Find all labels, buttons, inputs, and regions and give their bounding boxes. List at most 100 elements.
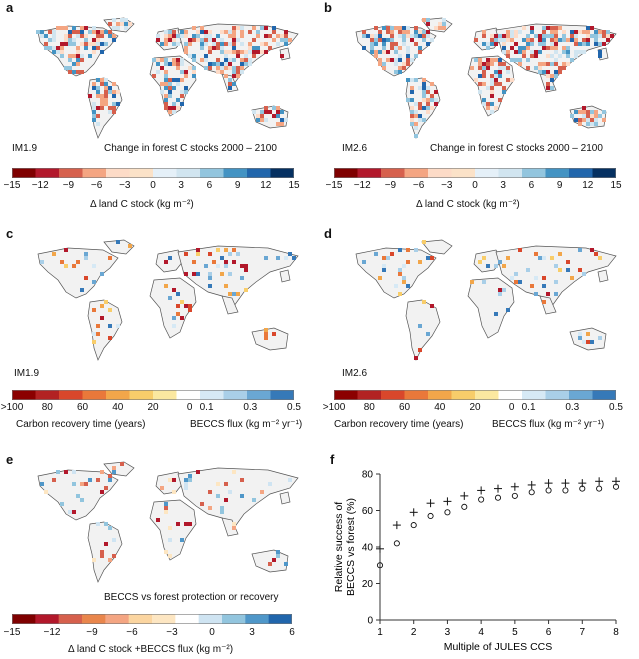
data-point-plus (409, 508, 418, 517)
grid-cell (550, 42, 554, 46)
grid-cell (594, 118, 598, 122)
y-tick-label: 40 (362, 543, 374, 554)
grid-cell (590, 248, 594, 252)
grid-cell (184, 478, 188, 482)
grid-cell (264, 106, 268, 110)
grid-cell (92, 30, 96, 34)
grid-cell (574, 110, 578, 114)
grid-cell (554, 50, 558, 54)
grid-cell (52, 34, 56, 38)
grid-cell (188, 42, 192, 46)
grid-cell (188, 308, 192, 312)
colorbar-segment (152, 614, 176, 624)
grid-cell (276, 106, 280, 110)
world-map (36, 17, 299, 139)
grid-cell (370, 50, 374, 54)
colorbar-segment (223, 168, 248, 178)
grid-cell (240, 478, 244, 482)
grid-cell (100, 98, 104, 102)
grid-cell (164, 510, 168, 514)
grid-cell (426, 332, 430, 336)
grid-cell (406, 46, 410, 50)
panel-a-title: Change in forest C stocks 2000 – 2100 (104, 143, 277, 154)
grid-cell (534, 252, 538, 256)
grid-cell (180, 58, 184, 62)
grid-cell (526, 34, 530, 38)
grid-cell (490, 74, 494, 78)
grid-cell (224, 248, 228, 252)
grid-cell (252, 54, 256, 58)
grid-cell (220, 272, 224, 276)
grid-cell (414, 42, 418, 46)
grid-cell (422, 300, 426, 304)
grid-cell (224, 264, 228, 268)
grid-cell (550, 74, 554, 78)
grid-cell (92, 114, 96, 118)
grid-cell (172, 86, 176, 90)
grid-cell (382, 256, 386, 260)
colorbar-segment (59, 390, 83, 400)
grid-cell (602, 34, 606, 38)
grid-cell (56, 470, 60, 474)
grid-cell (486, 62, 490, 66)
grid-cell (482, 30, 486, 34)
grid-cell (542, 300, 546, 304)
grid-cell (224, 260, 228, 264)
grid-cell (486, 86, 490, 90)
grid-cell (498, 58, 502, 62)
panel-b-colorbar-ticks: −15 −12 −9 −6 −3 0 3 6 9 12 15 (326, 180, 622, 192)
grid-cell (586, 42, 590, 46)
grid-cell (426, 110, 430, 114)
grid-cell (510, 58, 514, 62)
colorbar-segment (428, 390, 452, 400)
grid-cell (574, 34, 578, 38)
grid-cell (542, 70, 546, 74)
grid-cell (550, 54, 554, 58)
grid-cell (80, 42, 84, 46)
grid-cell (204, 54, 208, 58)
grid-cell (108, 256, 112, 260)
grid-cell (120, 462, 124, 466)
grid-cell (430, 256, 434, 260)
grid-cell (172, 34, 176, 38)
grid-cell (506, 50, 510, 54)
grid-cell (502, 34, 506, 38)
grid-cell (418, 30, 422, 34)
grid-cell (514, 58, 518, 62)
grid-cell (128, 22, 132, 26)
grid-cell (494, 70, 498, 74)
grid-cell (228, 252, 232, 256)
grid-cell (570, 30, 574, 34)
grid-cell (272, 30, 276, 34)
panel-d-map (326, 236, 626, 386)
colorbar-tick-label: 0 (472, 180, 478, 191)
grid-cell (550, 26, 554, 30)
colorbar-segment (451, 168, 476, 178)
grid-cell (438, 22, 442, 26)
grid-cell (374, 54, 378, 58)
colorbar-segment (129, 390, 154, 400)
colorbar-tick-label: −15 (3, 180, 21, 191)
grid-cell (228, 58, 232, 62)
colorbar-tick-label: −6 (90, 180, 103, 191)
grid-cell (172, 78, 176, 82)
colorbar-tick-label: 80 (41, 402, 53, 413)
grid-cell (594, 110, 598, 114)
grid-cell (228, 272, 232, 276)
grid-cell (156, 58, 160, 62)
grid-cell (160, 82, 164, 86)
panel-e-colorbar-label: Δ land C stock +BECCS flux (kg m⁻²) (68, 644, 234, 655)
grid-cell (534, 50, 538, 54)
grid-cell (100, 470, 104, 474)
grid-cell (108, 478, 112, 482)
grid-cell (418, 260, 422, 264)
grid-cell (112, 466, 116, 470)
grid-cell (586, 332, 590, 336)
grid-cell (502, 90, 506, 94)
grid-cell (92, 46, 96, 50)
grid-cell (252, 46, 256, 50)
grid-cell (192, 272, 196, 276)
grid-cell (546, 86, 550, 90)
grid-cell (610, 34, 614, 38)
grid-cell (418, 114, 422, 118)
